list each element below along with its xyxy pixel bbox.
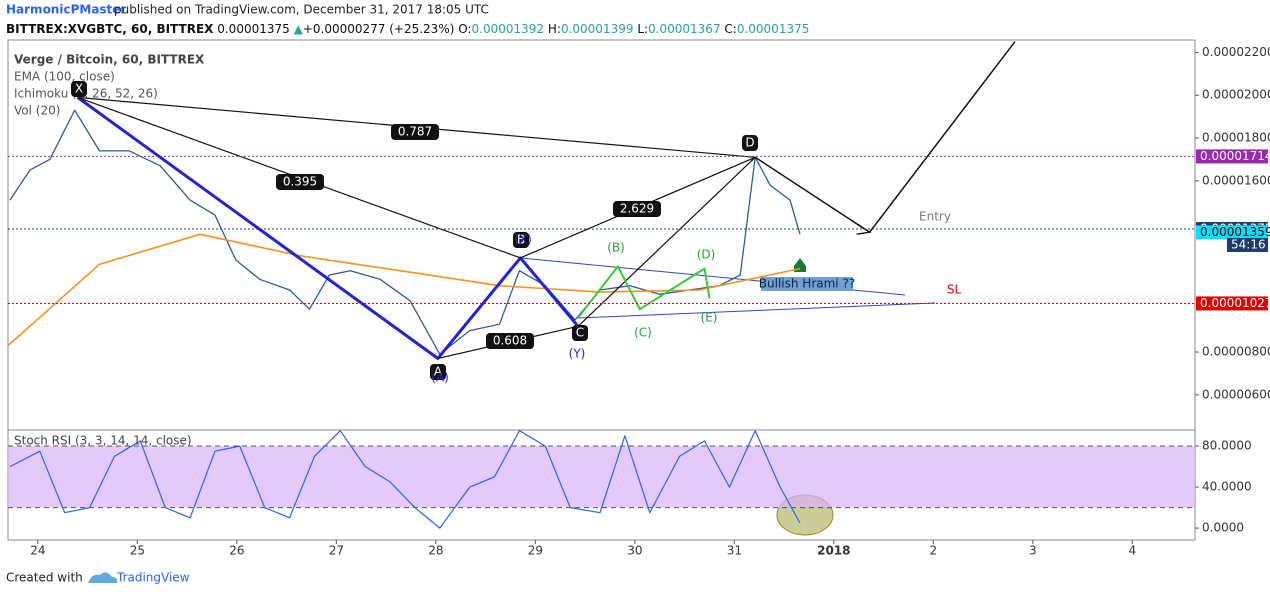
annotation: (C) [634, 326, 652, 340]
y-tick-label: 0.00002200 [1202, 45, 1270, 59]
y-tick-label: 80.0000 [1202, 439, 1252, 453]
y-tick-label: 40.0000 [1202, 480, 1252, 494]
annotation: C [576, 326, 584, 340]
annotation: X [75, 82, 83, 96]
quote-part: ▲ [294, 22, 304, 36]
series-line [9, 430, 801, 529]
annotation: (X) [514, 233, 532, 247]
annotation: A [434, 365, 443, 379]
annotation-box [572, 325, 588, 341]
x-tick-label: 3 [1029, 544, 1037, 558]
countdown-box [1227, 237, 1268, 252]
x-tick-label: 2 [930, 544, 938, 558]
quote-part: L: [637, 22, 648, 36]
quote-part: 0.00001375 [737, 22, 810, 36]
annotation: Entry [919, 210, 951, 224]
author[interactable]: HarmonicPMaster [6, 3, 126, 17]
annotation: SL [947, 283, 962, 297]
x-tick-label: 4 [1128, 544, 1136, 558]
quote-part: C: [724, 22, 736, 36]
x-tick-label: 29 [528, 544, 543, 558]
x-tick-label: 27 [329, 544, 344, 558]
trend-line [577, 302, 936, 319]
quote-part: +0.00000277 (+25.23%) [303, 22, 455, 36]
series-line [7, 233, 801, 347]
price-label-box [1196, 149, 1268, 164]
annotation: Bullish Hrami ?? [759, 277, 855, 291]
annotation-box [391, 124, 439, 140]
series-line [577, 265, 711, 319]
quote-part: O: [458, 22, 471, 36]
annotation: 0.608 [493, 334, 527, 348]
quote-part: BITTREX:XVGBTC, 60, BITTREX [6, 22, 214, 36]
arrow-head [856, 223, 872, 235]
annotation-box [742, 135, 758, 151]
quote-part: 0.00001375 [217, 22, 290, 36]
x-tick-label: 26 [229, 544, 244, 558]
x-tick-label: 2018 [817, 544, 850, 558]
annotation: 0.395 [283, 175, 317, 189]
y-tick-label: 0.00002000 [1202, 88, 1270, 102]
annotation-box [71, 81, 87, 97]
y-tick-label: 0.0000 [1202, 521, 1244, 535]
indicator: EMA (100, close) [14, 70, 115, 84]
pane-frame [7, 39, 1196, 541]
series-line [76, 96, 580, 360]
x-tick-label: 28 [428, 544, 443, 558]
price-label: 0.00001359 [1200, 225, 1270, 239]
annotation: (D) [697, 248, 716, 262]
price-label: 0.00001027 [1200, 296, 1270, 310]
x-tick-label: 24 [30, 544, 45, 558]
annotation-box [486, 333, 534, 349]
quote-part: H: [548, 22, 561, 36]
logo [88, 572, 118, 583]
x-tick-label: 30 [627, 544, 642, 558]
annotation-box [513, 232, 529, 248]
x-tick-label: 25 [130, 544, 145, 558]
y-tick-label: 0.00000800 [1202, 345, 1270, 359]
footer-text: Created with [6, 571, 83, 585]
y-tick-label: 0.00001800 [1202, 131, 1270, 145]
price-label: 0.00001714 [1200, 149, 1270, 163]
quote-part: 0.00001392 [472, 22, 545, 36]
annotation: (B) [607, 241, 625, 255]
quote-part: 0.00001399 [561, 22, 634, 36]
band [8, 446, 1195, 508]
annotation: D [745, 136, 754, 150]
annotation-box [276, 174, 324, 190]
x-tick-label: 31 [727, 544, 742, 558]
y-tick-label: 0.00001600 [1202, 173, 1270, 187]
annotation-box [761, 277, 853, 291]
arrow-up [794, 258, 806, 266]
annotation: (E) [701, 311, 718, 325]
price-label-box [1196, 225, 1268, 240]
chart-title: Stoch RSI (3, 3, 14, 14, close) [14, 434, 192, 448]
annotation: (Y) [569, 347, 586, 361]
quote-part: 0.00001367 [648, 22, 721, 36]
chart-title: Verge / Bitcoin, 60, BITTREX [14, 53, 205, 67]
price-label-box [1196, 296, 1268, 311]
annotation-box [430, 364, 446, 380]
annotation: 0.787 [398, 125, 432, 139]
annotation: B [517, 233, 525, 247]
annotation-box [613, 201, 661, 217]
y-tick-label: 0.00000600 [1202, 387, 1270, 401]
annotation: 2.629 [620, 202, 654, 216]
quote: BITTREX:XVGBTC, 60, BITTREX 0.00001375 ▲… [6, 22, 809, 36]
countdown: 54:16 [1231, 237, 1266, 251]
published: published on TradingView.com, December 3… [114, 3, 489, 17]
annotation: (A) [431, 371, 449, 385]
footer-brand[interactable]: TradingView [116, 571, 190, 585]
indicator: Vol (20) [14, 104, 60, 118]
